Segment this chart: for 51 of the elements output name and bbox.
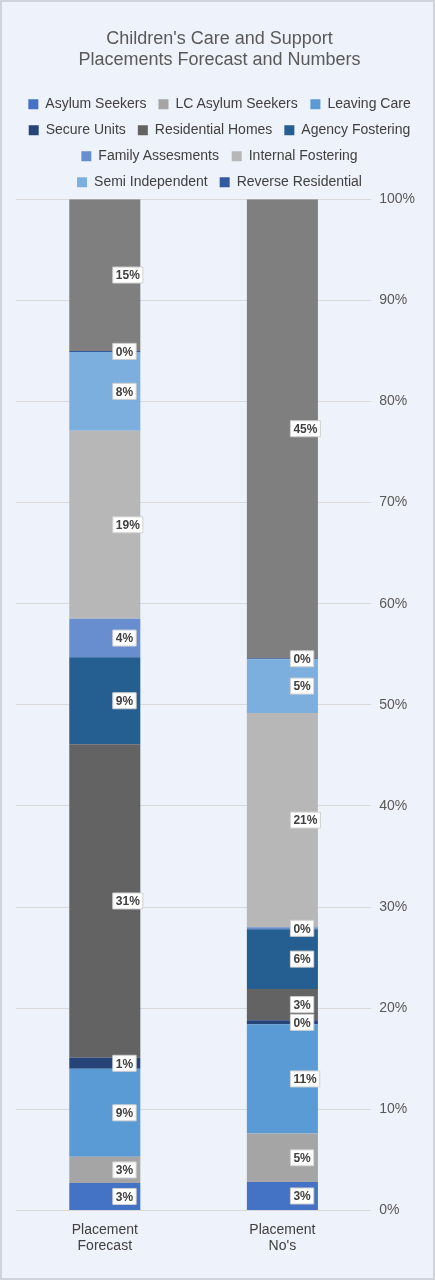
- bar: [69, 744, 141, 1058]
- data-label: 3%: [115, 1189, 134, 1204]
- y-tick-label: 90%: [379, 291, 408, 308]
- data-label: 4%: [115, 631, 134, 646]
- data-label: 0%: [293, 1015, 312, 1030]
- data-label: 5%: [293, 679, 312, 694]
- data-label: 45%: [293, 422, 318, 437]
- data-label: 5%: [293, 1151, 312, 1166]
- legend-label: Internal Fostering: [248, 147, 358, 164]
- data-label: 21%: [293, 813, 318, 828]
- legend-label: Secure Units: [45, 121, 126, 138]
- legend-label: Semi Independent: [94, 173, 208, 190]
- x-tick-label: Placement No's: [249, 1220, 316, 1254]
- legend-label: Asylum Seekers: [45, 95, 147, 112]
- bar: [69, 657, 141, 745]
- data-label: 0%: [115, 344, 134, 359]
- y-tick-label: 30%: [379, 897, 408, 914]
- data-label: 8%: [115, 384, 134, 399]
- data-label: 9%: [115, 1106, 134, 1121]
- bar: [69, 430, 141, 619]
- legend-label: Leaving Care: [327, 95, 411, 112]
- y-tick-label: 80%: [379, 392, 408, 409]
- y-tick-label: 0%: [379, 1201, 400, 1218]
- data-label: 31%: [115, 894, 141, 909]
- y-tick-label: 100%: [379, 190, 416, 207]
- data-label: 0%: [293, 652, 312, 667]
- y-tick-label: 40%: [379, 796, 408, 813]
- data-label: 15%: [115, 268, 141, 283]
- bar: [246, 1133, 318, 1183]
- data-label: 3%: [115, 1163, 134, 1178]
- data-label: 11%: [293, 1072, 318, 1087]
- bar: [69, 1068, 141, 1157]
- data-label: 3%: [293, 1189, 312, 1204]
- data-label: 0%: [293, 921, 312, 936]
- y-tick-label: 10%: [379, 1100, 408, 1117]
- y-tick-label: 60%: [379, 594, 408, 611]
- legend-label: Agency Fostering: [301, 121, 411, 138]
- legend-label: LC Asylum Seekers: [175, 95, 298, 112]
- chart-title: Children's Care and Support Placements Forecast and Numbers: [78, 27, 361, 70]
- y-tick-label: 70%: [379, 493, 408, 510]
- legend-label: Reverse Residential: [236, 173, 362, 190]
- legend-label: Family Assesments: [98, 147, 219, 164]
- legend-label: Residential Homes: [154, 121, 273, 138]
- y-tick-label: 50%: [379, 695, 408, 712]
- data-label: 6%: [293, 952, 312, 967]
- data-label: 9%: [115, 694, 134, 709]
- y-tick-label: 20%: [379, 999, 408, 1016]
- data-label: 19%: [115, 518, 141, 533]
- data-label: 1%: [115, 1056, 134, 1071]
- data-label: 3%: [293, 997, 312, 1012]
- x-tick-label: Placement Forecast: [71, 1220, 138, 1254]
